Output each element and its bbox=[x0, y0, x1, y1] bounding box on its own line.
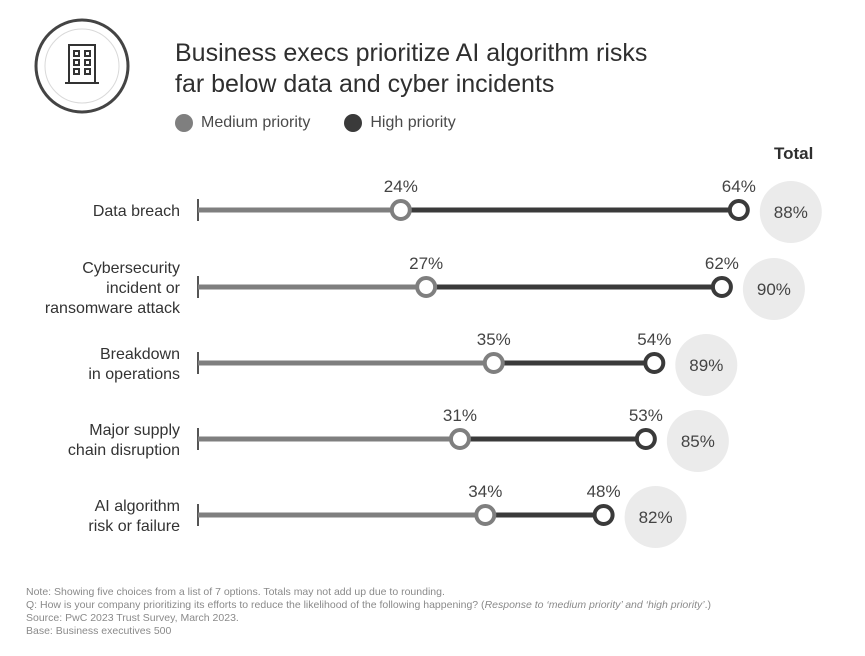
legend-label-high: High priority bbox=[370, 114, 456, 131]
medium-marker bbox=[448, 428, 471, 450]
question-response: Response to ‘medium priority’ and ‘high … bbox=[484, 599, 705, 611]
category-label: AI algorithm risk or failure bbox=[88, 498, 180, 535]
high-marker bbox=[643, 352, 666, 374]
total-bubble bbox=[759, 181, 822, 243]
total-value-label: 89% bbox=[689, 356, 723, 375]
legend-swatch-medium bbox=[175, 114, 193, 132]
chart-title-line-2: far below data and cyber incidents bbox=[175, 70, 555, 98]
category-label: Data breach bbox=[93, 203, 180, 220]
question-line: Q: How is your company prioritizing its … bbox=[26, 599, 711, 612]
medium-marker bbox=[389, 199, 412, 221]
legend-swatch-high bbox=[344, 114, 363, 132]
category-label-line: risk or failure bbox=[88, 518, 180, 535]
total-bubble bbox=[742, 258, 805, 320]
building-icon bbox=[34, 18, 130, 114]
total-value-label: 85% bbox=[681, 432, 715, 451]
medium-value-label: 24% bbox=[384, 177, 418, 196]
chart-notes: Note: Showing five choices from a list o… bbox=[26, 586, 711, 638]
dumbbell-chart: 24% 64% 88% Data breach 27% 62% 90% Cybersecuri… bbox=[45, 177, 822, 548]
category-label: Breakdown in operations bbox=[88, 346, 180, 383]
base-line: Base: Business executives 500 bbox=[26, 625, 172, 637]
category-label-line: incident or bbox=[106, 280, 180, 297]
high-marker bbox=[592, 504, 615, 526]
medium-value-label: 27% bbox=[409, 254, 443, 273]
total-value-label: 90% bbox=[757, 280, 791, 299]
category-label-line: chain disruption bbox=[68, 442, 180, 459]
legend-label-medium: Medium priority bbox=[201, 114, 311, 131]
category-label: Major supply chain disruption bbox=[68, 422, 180, 459]
medium-value-label: 31% bbox=[443, 406, 477, 425]
category-label-line: AI algorithm bbox=[95, 498, 180, 515]
category-label-line: in operations bbox=[88, 366, 180, 383]
chart-title-line-1: Business execs prioritize AI algorithm r… bbox=[175, 39, 648, 67]
category-label-line: Major supply bbox=[89, 422, 180, 439]
category-label: Cybersecurity incident or ransomware attac… bbox=[45, 260, 181, 317]
total-bubble bbox=[624, 486, 687, 548]
total-bubble bbox=[675, 334, 738, 396]
high-value-label: 53% bbox=[629, 406, 663, 425]
high-value-label: 62% bbox=[705, 254, 739, 273]
high-marker bbox=[710, 276, 733, 298]
note-line: Note: Showing five choices from a list o… bbox=[26, 586, 445, 598]
medium-value-label: 35% bbox=[477, 330, 511, 349]
total-value-label: 88% bbox=[774, 203, 808, 222]
high-value-label: 48% bbox=[587, 482, 621, 501]
question-prefix: Q: How is your company prioritizing its … bbox=[26, 599, 485, 611]
legend-item-medium: Medium priority bbox=[175, 114, 310, 132]
question-suffix: .) bbox=[704, 599, 712, 611]
category-label-line: Cybersecurity bbox=[82, 260, 180, 277]
category-label-line: Breakdown bbox=[100, 346, 180, 363]
category-label-line: Data breach bbox=[93, 203, 180, 220]
high-value-label: 54% bbox=[637, 330, 671, 349]
medium-value-label: 34% bbox=[468, 482, 502, 501]
total-column-header: Total bbox=[774, 144, 814, 163]
legend-item-high: High priority bbox=[344, 114, 456, 132]
medium-marker bbox=[474, 504, 497, 526]
legend: Medium priority High priority bbox=[175, 114, 490, 132]
medium-marker bbox=[415, 276, 438, 298]
category-label-line: ransomware attack bbox=[45, 300, 181, 317]
medium-marker bbox=[482, 352, 505, 374]
total-bubble bbox=[666, 410, 729, 472]
high-value-label: 64% bbox=[722, 177, 756, 196]
total-value-label: 82% bbox=[639, 508, 673, 527]
high-marker bbox=[634, 428, 657, 450]
source-line: Source: PwC 2023 Trust Survey, March 202… bbox=[26, 612, 239, 624]
chart-title: Business execs prioritize AI algorithm r… bbox=[175, 38, 735, 100]
high-marker bbox=[727, 199, 750, 221]
